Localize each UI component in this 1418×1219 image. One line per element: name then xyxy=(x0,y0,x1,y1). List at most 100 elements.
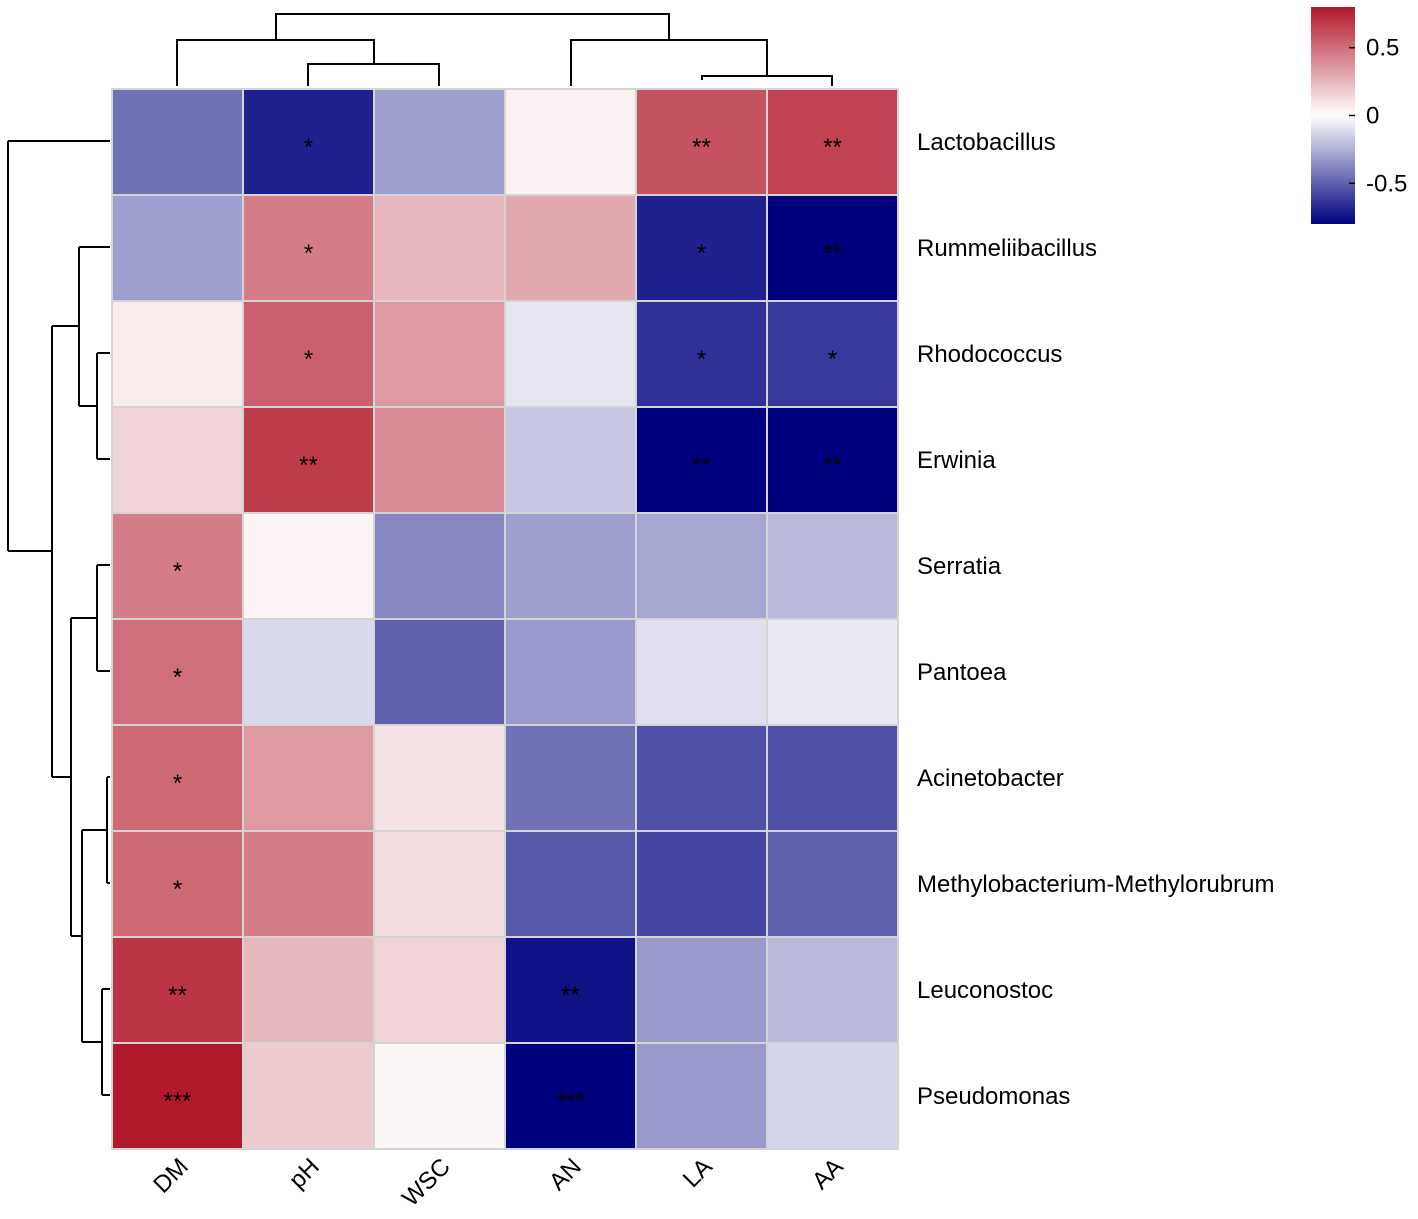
heatmap-cell xyxy=(242,724,375,832)
row-dendrogram xyxy=(7,140,110,1096)
row-label: Pantoea xyxy=(917,659,1007,686)
significance-mark: * xyxy=(173,558,182,585)
significance-mark: ** xyxy=(823,240,842,267)
row-label: Erwinia xyxy=(917,447,996,474)
significance-mark: ** xyxy=(561,982,580,1009)
heatmap-cell xyxy=(504,724,637,832)
heatmap-cell xyxy=(242,406,375,514)
heatmap-cell xyxy=(766,936,899,1044)
heatmap-cell xyxy=(373,936,506,1044)
heatmap-cell xyxy=(242,936,375,1044)
row-labels: Lactobacillus Rummeliibacillus Rhodococcus… xyxy=(917,129,1274,1110)
heatmap-cell xyxy=(635,724,768,832)
significance-mark: * xyxy=(173,770,182,797)
heatmap-cell xyxy=(373,194,506,302)
significance-mark: * xyxy=(173,664,182,691)
color-bar-tick-label: 0.5 xyxy=(1366,35,1399,62)
heatmap-cell xyxy=(504,512,637,620)
color-bar-tick-label: -0.5 xyxy=(1366,170,1407,197)
heatmap-cell xyxy=(242,88,375,196)
significance-mark: ** xyxy=(692,134,711,161)
heatmap-cell xyxy=(111,830,244,938)
column-labels: DM pH WSC AN LA AA xyxy=(148,1153,848,1212)
color-legend: 0.5 0 -0.5 xyxy=(1311,7,1407,224)
heatmap-cell xyxy=(766,830,899,938)
significance-mark: ** xyxy=(823,452,842,479)
heatmap-cell xyxy=(373,300,506,408)
heatmap-cell xyxy=(635,830,768,938)
significance-mark: ** xyxy=(168,982,187,1009)
heatmap-cell xyxy=(242,830,375,938)
significance-mark: * xyxy=(697,240,706,267)
heatmap-cell xyxy=(242,1042,375,1150)
row-label: Lactobacillus xyxy=(917,129,1056,156)
heatmap-cell xyxy=(373,406,506,514)
row-label: Rhodococcus xyxy=(917,341,1062,368)
heatmap-cell xyxy=(766,724,899,832)
column-label: pH xyxy=(284,1153,325,1194)
heatmap-cell xyxy=(635,512,768,620)
heatmap-cell xyxy=(504,300,637,408)
heatmap-cell xyxy=(111,406,244,514)
significance-mark: ** xyxy=(299,452,318,479)
heatmap-cell xyxy=(373,618,506,726)
heatmap-cells xyxy=(111,88,899,1150)
heatmap-cell xyxy=(373,724,506,832)
color-bar-tick-label: 0 xyxy=(1366,103,1379,130)
column-dendrogram xyxy=(176,13,833,86)
significance-mark: *** xyxy=(556,1088,584,1115)
significance-marks: * ** *** * *** * *** ** ******** ***** *** xyxy=(163,134,841,1115)
heatmap-cell xyxy=(635,618,768,726)
row-label: Acinetobacter xyxy=(917,765,1064,792)
row-label: Pseudomonas xyxy=(917,1083,1070,1110)
row-label: Rummeliibacillus xyxy=(917,235,1097,262)
heatmap-cell xyxy=(504,88,637,196)
heatmap-cell xyxy=(111,194,244,302)
heatmap-cell xyxy=(373,512,506,620)
significance-mark: * xyxy=(173,876,182,903)
heatmap-cell xyxy=(111,88,244,196)
significance-mark: ** xyxy=(692,452,711,479)
heatmap-cell xyxy=(766,618,899,726)
heatmap-cell xyxy=(373,830,506,938)
row-label: Methylobacterium-Methylorubrum xyxy=(917,871,1274,898)
column-label: AN xyxy=(544,1153,587,1196)
heatmap-cell xyxy=(766,512,899,620)
heatmap-cell xyxy=(111,300,244,408)
significance-mark: * xyxy=(304,240,313,267)
heatmap-cell xyxy=(111,618,244,726)
column-label: WSC xyxy=(397,1153,456,1212)
heatmap-cell xyxy=(504,830,637,938)
significance-mark: * xyxy=(304,346,313,373)
heatmap-cell xyxy=(766,406,899,514)
row-label: Leuconostoc xyxy=(917,977,1053,1004)
heatmap-cell xyxy=(504,618,637,726)
significance-mark: * xyxy=(828,346,837,373)
heatmap-cell xyxy=(766,1042,899,1150)
heatmap-cell xyxy=(373,88,506,196)
heatmap-cell xyxy=(242,618,375,726)
heatmap-cell xyxy=(111,936,244,1044)
heatmap-cell xyxy=(766,88,899,196)
column-label: LA xyxy=(678,1153,718,1193)
heatmap-cell xyxy=(635,88,768,196)
row-label: Serratia xyxy=(917,553,1002,580)
heatmap-cell xyxy=(111,1042,244,1150)
significance-mark: * xyxy=(304,134,313,161)
heatmap-cell xyxy=(504,406,637,514)
significance-mark: ** xyxy=(823,134,842,161)
heatmap-cell xyxy=(504,1042,637,1150)
heatmap-cell xyxy=(635,300,768,408)
heatmap-cell xyxy=(373,1042,506,1150)
color-bar xyxy=(1311,7,1355,224)
heatmap-cell xyxy=(242,512,375,620)
heatmap-cell xyxy=(635,1042,768,1150)
column-label: DM xyxy=(148,1153,193,1198)
column-label: AA xyxy=(807,1153,849,1195)
significance-mark: *** xyxy=(163,1088,191,1115)
significance-mark: * xyxy=(697,346,706,373)
heatmap-cell xyxy=(504,936,637,1044)
heatmap-cell xyxy=(635,936,768,1044)
heatmap-cell xyxy=(504,194,637,302)
